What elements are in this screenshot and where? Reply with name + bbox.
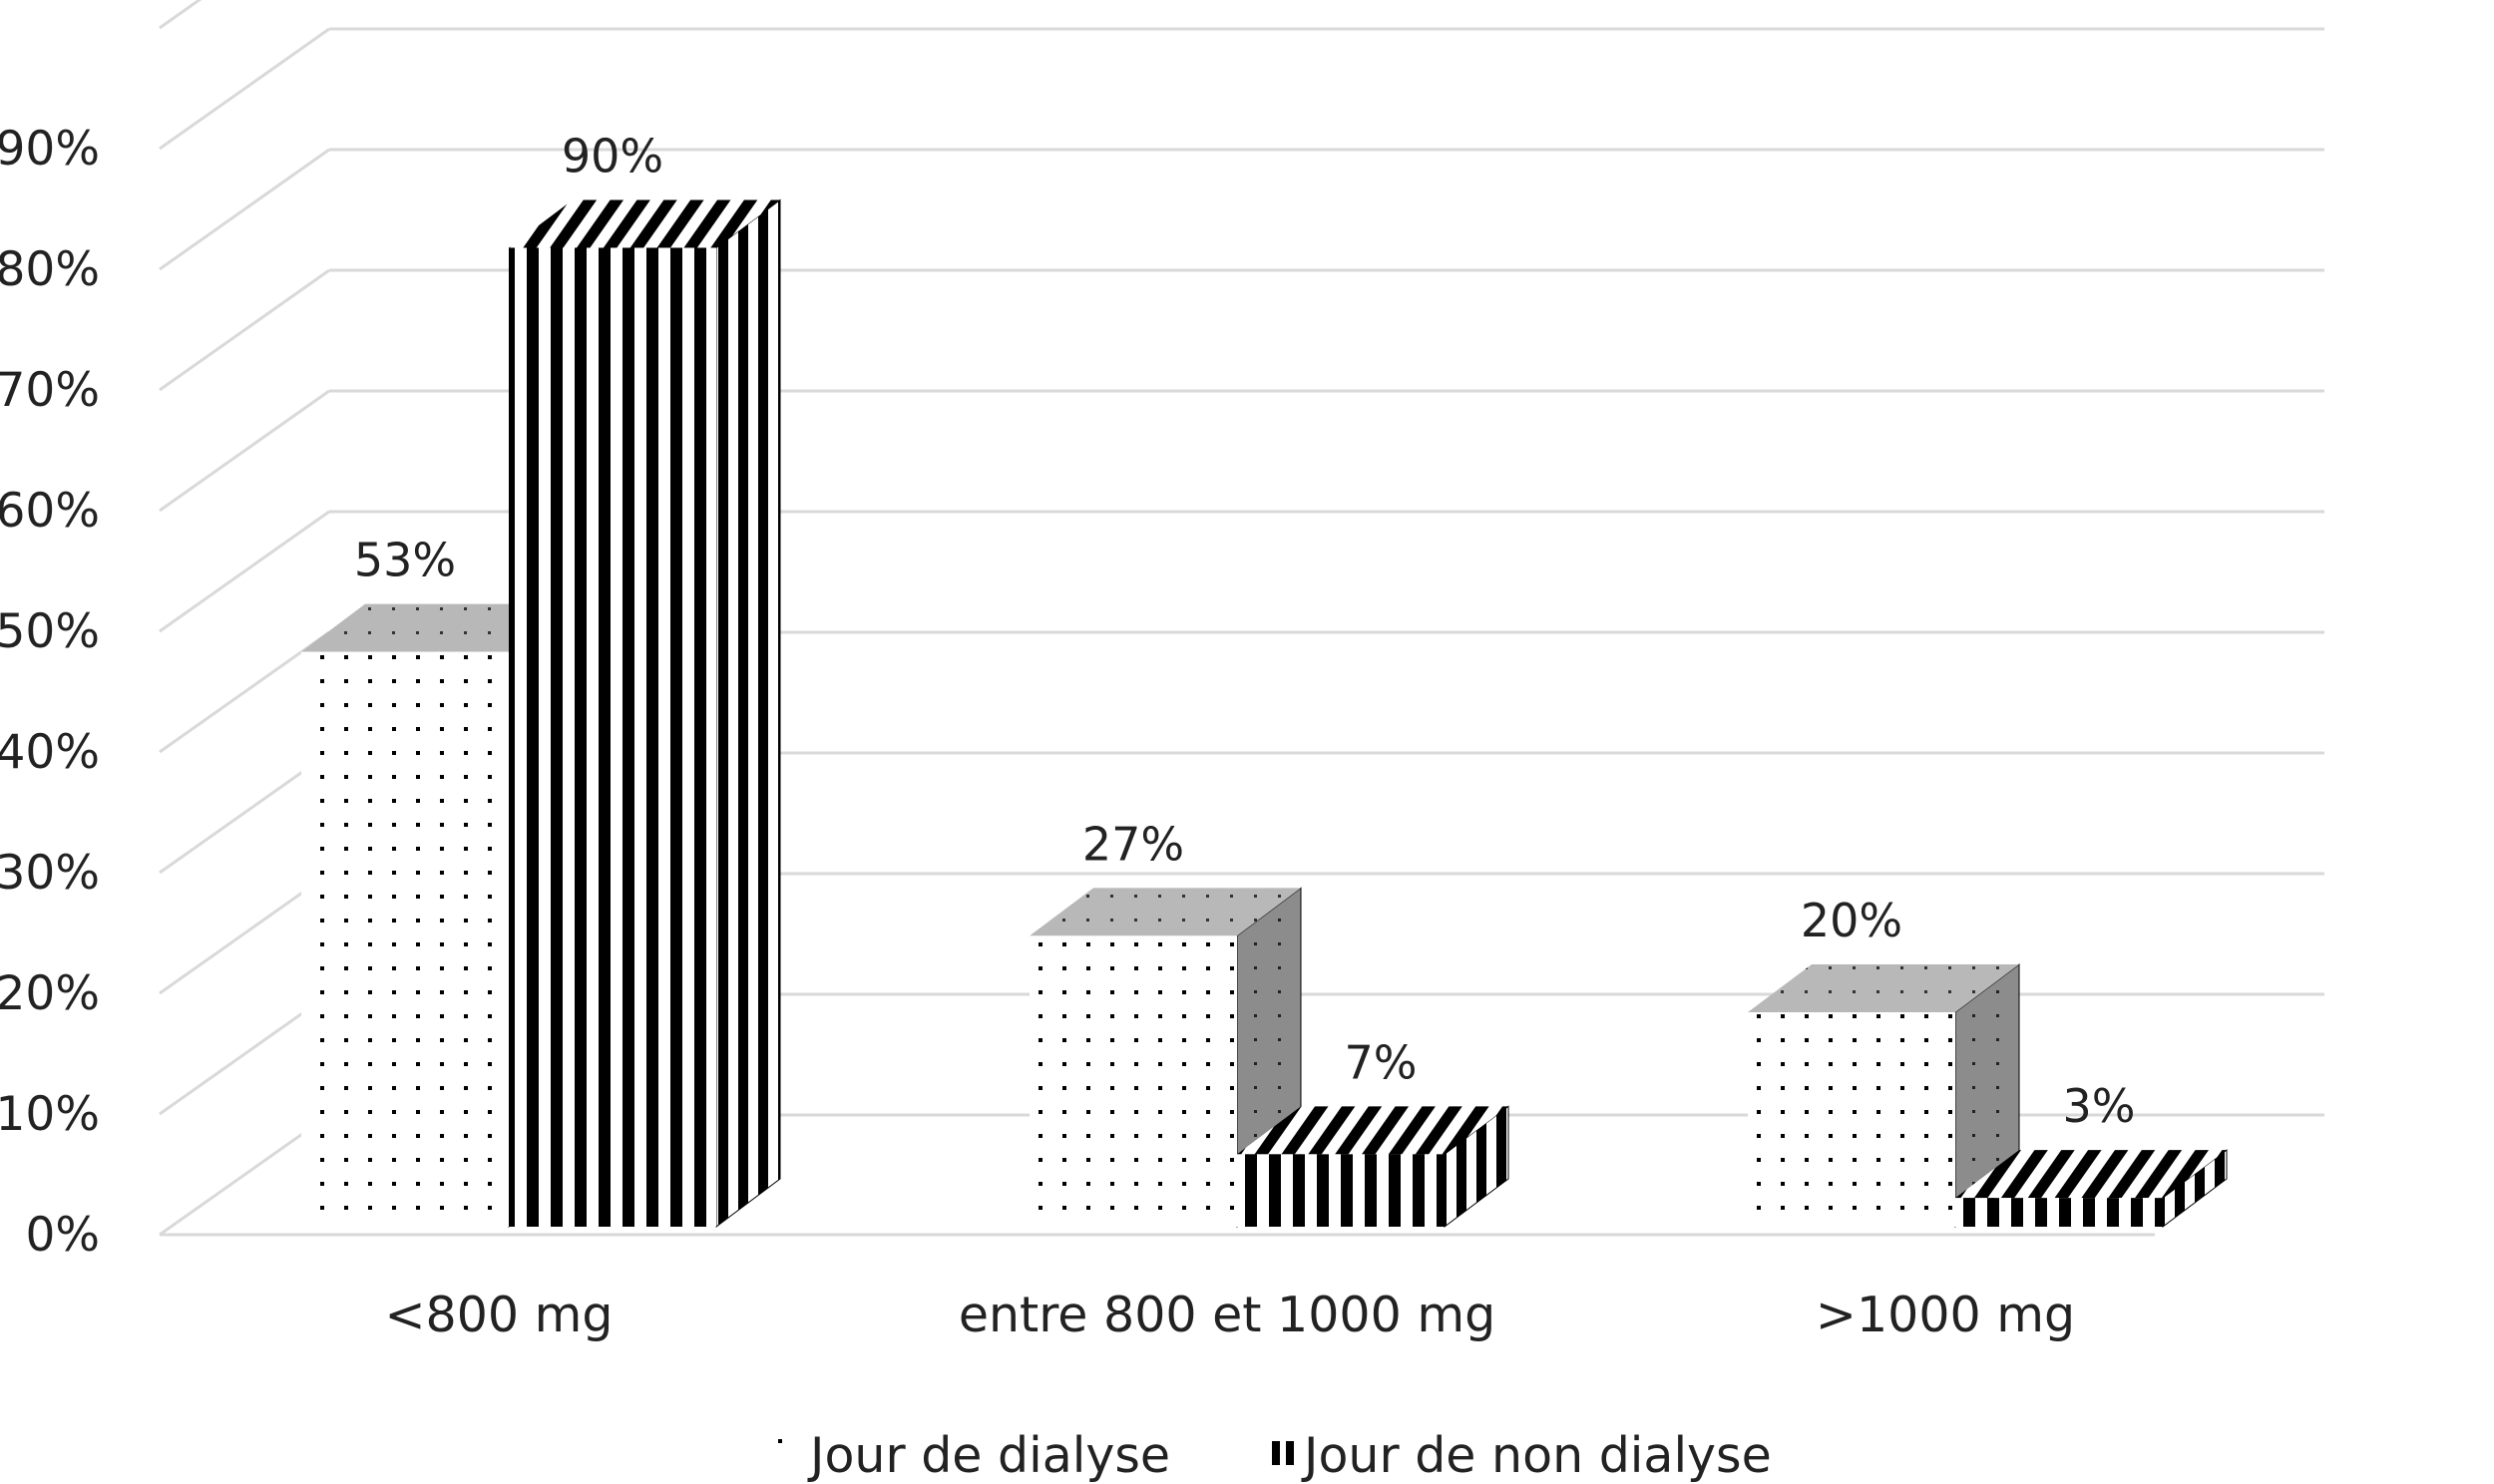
gridline-side <box>159 268 330 392</box>
bar-top-face <box>1030 888 1301 936</box>
legend-label: Jour de non dialyse <box>1301 1427 1772 1484</box>
y-tick-label: 70% <box>0 363 100 418</box>
y-tick-label: 10% <box>0 1087 100 1142</box>
gridline-side <box>159 27 330 151</box>
gridline-side <box>159 148 330 271</box>
data-label: 3% <box>2063 1079 2136 1133</box>
legend-swatch-dots <box>778 1439 782 1443</box>
bar-front-face <box>1030 935 1237 1227</box>
bar <box>1030 887 1302 1228</box>
y-tick-label: 60% <box>0 484 100 539</box>
bar <box>1748 962 2020 1228</box>
bar-front-face <box>301 651 509 1227</box>
gridline-side <box>159 1113 330 1237</box>
legend-swatch-stripes <box>1272 1441 1280 1465</box>
bar-top-face <box>301 603 573 652</box>
legend: Jour de dialyse Jour de non dialyse <box>778 1427 1772 1484</box>
gridline-side <box>159 872 330 995</box>
data-label: 53% <box>354 534 456 587</box>
bar-front-face <box>509 247 716 1227</box>
gridline-side <box>159 389 330 513</box>
gridline-side <box>159 630 330 754</box>
legend-item: Jour de non dialyse <box>1272 1427 1772 1484</box>
y-tick-label: 40% <box>0 725 100 780</box>
legend-label: Jour de dialyse <box>807 1427 1170 1484</box>
y-tick-label: 20% <box>0 966 100 1021</box>
bar-top-face <box>1748 963 2019 1012</box>
bar-front-face <box>1955 1198 2163 1227</box>
y-tick-label: 0% <box>25 1208 100 1263</box>
bars-layer <box>301 198 2228 1228</box>
data-label: 20% <box>1801 894 1902 947</box>
bar <box>1955 1149 2228 1228</box>
data-label: 27% <box>1082 817 1184 871</box>
gridline-side <box>159 0 203 30</box>
bar <box>1237 1105 1509 1228</box>
gridline-side <box>159 992 330 1116</box>
y-tick-label: 50% <box>0 604 100 659</box>
bar-top-face <box>509 199 780 248</box>
y-tick-label: 30% <box>0 846 100 901</box>
x-category-label: entre 800 et 1000 mg <box>959 1287 1495 1343</box>
x-category-label: >1000 mg <box>1816 1287 2075 1343</box>
legend-item: Jour de dialyse <box>778 1427 1170 1484</box>
bar <box>509 198 781 1228</box>
data-label: 90% <box>562 129 663 183</box>
y-tick-label: 80% <box>0 242 100 297</box>
data-label: 7% <box>1345 1035 1418 1089</box>
gridline-side <box>159 751 330 875</box>
bar-side-face <box>715 198 781 1228</box>
bar-top-face <box>1955 1150 2227 1199</box>
y-tick-label: 90% <box>0 122 100 177</box>
gridline-side <box>159 510 330 633</box>
x-category-label: <800 mg <box>385 1287 614 1343</box>
labels-layer: 0% 10% 20% 30% 40% 50% 60% 70% 80% 90% 53% 90% <800 … <box>0 122 2135 1343</box>
bar-front-face <box>1748 1011 1955 1227</box>
bar-top-face <box>1237 1106 1508 1155</box>
bar-front-face <box>1237 1154 1445 1227</box>
